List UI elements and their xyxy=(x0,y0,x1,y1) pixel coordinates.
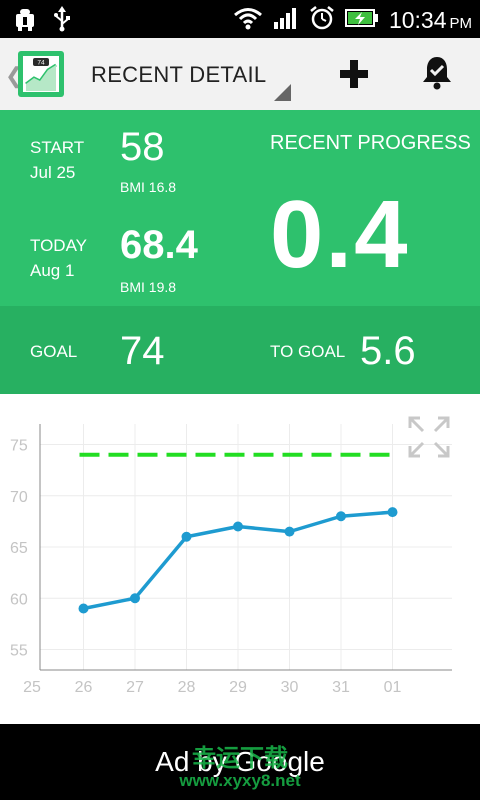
app-icon[interactable]: 74 xyxy=(18,51,64,97)
ad-banner[interactable]: Ad by Google 幸运下载 www.xyxy8.net xyxy=(0,724,480,800)
plus-icon xyxy=(340,60,368,88)
today-weight: 68.4 xyxy=(120,223,198,267)
x-tick-label: 31 xyxy=(332,679,350,696)
weight-data-point xyxy=(78,603,89,614)
y-tick-label: 75 xyxy=(10,438,28,455)
x-tick-label: 01 xyxy=(384,679,402,696)
weight-data-point xyxy=(181,531,192,542)
progress-label: RECENT PROGRESS xyxy=(270,132,471,154)
action-bar: ❮ 74 RECENT DETAIL xyxy=(0,38,480,111)
y-tick-label: 70 xyxy=(10,489,28,506)
x-tick-label: 25 xyxy=(23,679,41,696)
x-tick-label: 30 xyxy=(281,679,299,696)
dropdown-indicator-icon[interactable] xyxy=(274,84,291,101)
fullscreen-icon xyxy=(408,416,450,458)
status-time: 10:34 PM xyxy=(388,7,472,33)
battery-charging-icon xyxy=(344,8,379,33)
wifi-icon xyxy=(233,6,263,35)
goal-value: 74 xyxy=(120,329,165,373)
android-debug-icon xyxy=(14,6,36,37)
svg-text:74: 74 xyxy=(37,60,45,67)
weight-data-point xyxy=(233,521,243,532)
y-tick-label: 55 xyxy=(10,643,28,660)
reminder-button[interactable] xyxy=(416,52,458,94)
weight-chart-svg: 55 60 65 70 75 25 26 27 28 29 30 31 01 xyxy=(10,424,452,696)
today-date: Aug 1 xyxy=(30,261,75,280)
weight-data-point xyxy=(336,511,346,522)
goal-panel: GOAL 74 TO GOAL 5.6 xyxy=(0,306,480,394)
start-date: Jul 25 xyxy=(30,163,76,182)
expand-chart-button[interactable] xyxy=(408,416,450,458)
to-goal-value: 5.6 xyxy=(360,329,416,373)
progress-value: 0.4 xyxy=(270,181,410,288)
x-tick-label: 27 xyxy=(126,679,144,696)
watermark-text: 幸运下载 xyxy=(192,745,288,772)
ad-text[interactable]: Ad by Google xyxy=(155,746,325,777)
add-entry-button[interactable] xyxy=(334,54,374,94)
screen-title[interactable]: RECENT DETAIL xyxy=(91,62,267,87)
start-weight: 58 xyxy=(120,125,165,169)
status-bar: 10:34 PM xyxy=(0,0,480,38)
signal-icon xyxy=(273,6,299,35)
weight-data-point xyxy=(284,526,295,537)
weight-data-point xyxy=(130,593,140,604)
watermark-url: www.xyxy8.net xyxy=(179,771,301,790)
today-label: TODAY xyxy=(30,236,87,255)
start-label: START xyxy=(30,138,85,157)
weight-chart[interactable]: 55 60 65 70 75 25 26 27 28 29 30 31 01 xyxy=(0,394,480,724)
y-tick-label: 60 xyxy=(10,591,28,608)
today-bmi: BMI 19.8 xyxy=(120,279,177,295)
to-goal-label: TO GOAL xyxy=(270,342,346,361)
bell-check-icon xyxy=(423,57,451,90)
x-tick-label: 26 xyxy=(75,679,93,696)
usb-icon xyxy=(52,6,72,37)
goal-label: GOAL xyxy=(30,342,78,361)
x-tick-label: 28 xyxy=(178,679,196,696)
y-tick-label: 65 xyxy=(10,540,28,557)
start-bmi: BMI 16.8 xyxy=(120,179,177,195)
alarm-icon xyxy=(309,5,335,36)
x-tick-label: 29 xyxy=(229,679,247,696)
summary-panel: START Jul 25 58 BMI 16.8 TODAY Aug 1 68.… xyxy=(0,110,480,306)
weight-data-point xyxy=(387,507,398,518)
